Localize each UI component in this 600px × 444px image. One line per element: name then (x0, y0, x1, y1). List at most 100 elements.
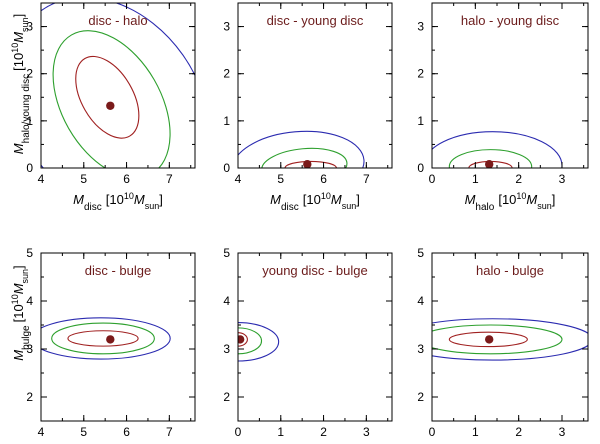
row1-y-axis-label: Mhalo/young disc[1010Msun] (10, 14, 32, 154)
y2-symbol: M (11, 350, 26, 361)
y-tick-label: 5 (223, 246, 230, 260)
y-tick-label: 2 (26, 67, 33, 81)
y2-unit-m: M (11, 283, 26, 294)
y-tick-label: 2 (417, 390, 424, 404)
inner-contour (67, 330, 139, 347)
y-tick-label: 3 (223, 342, 230, 356)
x-tick-label: 4 (38, 425, 45, 439)
inner-contour (448, 331, 528, 348)
x-tick-label: 4 (38, 172, 45, 186)
y2-unit-close: ] (11, 265, 26, 269)
y1-unit-open: [10 (11, 53, 26, 71)
panel-3: 0 1 2 3 0 1 2 3 halo - young disc Mhalo [1010Msun] (417, 2, 589, 213)
x-tick-label: 0 (429, 172, 436, 186)
y1-unit-exp: 10 (10, 43, 20, 53)
plot-frame (40, 252, 196, 422)
x-axis-label: Mdisc [1010Msun] (270, 191, 360, 213)
outer-contour (432, 318, 588, 361)
x-tick-label: 7 (166, 425, 173, 439)
x-tick-label: 1 (277, 425, 284, 439)
inner-contour (75, 55, 140, 139)
x-tick-label: 2 (320, 425, 327, 439)
x-tick-label: 1 (472, 425, 479, 439)
x-tick-label: 2 (515, 425, 522, 439)
x-tick-label: 7 (166, 172, 173, 186)
x-axis-label: Mhalo [1010Msun] (465, 191, 556, 213)
plot-frame (40, 2, 196, 169)
middle-contour (52, 30, 171, 168)
y2-subscript: bulge (21, 325, 32, 350)
x-tick-label: 6 (123, 172, 130, 186)
y-tick-label: 1 (223, 114, 230, 128)
y2-unit-exp: 10 (10, 294, 20, 304)
best-fit-point (485, 160, 494, 168)
plot-frame (237, 2, 393, 169)
y1-unit-m: M (11, 32, 26, 43)
best-fit-point (106, 335, 115, 344)
y-tick-label: 0 (223, 161, 230, 175)
y-tick-label: 3 (223, 20, 230, 34)
x-tick-label: 6 (320, 172, 327, 186)
y1-unit-sub: sun (20, 17, 30, 32)
y-tick-label: 4 (223, 294, 230, 308)
y-tick-label: 1 (26, 114, 33, 128)
middle-contour (448, 149, 533, 168)
x-tick-label: 1 (472, 172, 479, 186)
best-fit-point (485, 335, 494, 344)
x-axis-label: Mdisc [1010Msun] (73, 191, 163, 213)
panel-title: halo - young disc (461, 13, 560, 28)
best-fit-point (303, 160, 312, 168)
y-tick-label: 4 (26, 294, 33, 308)
x-tick-label: 6 (123, 425, 130, 439)
x-tick-label: 5 (80, 425, 87, 439)
middle-contour (51, 322, 155, 355)
x-tick-label: 3 (559, 172, 566, 186)
middle-contour (432, 324, 563, 355)
y-tick-label: 3 (417, 20, 424, 34)
panel-title: disc - bulge (85, 263, 151, 278)
plot-frame (431, 2, 589, 169)
x-tick-label: 0 (235, 425, 242, 439)
x-tick-label: 7 (363, 172, 370, 186)
y1-unit-close: ] (11, 14, 26, 18)
y-tick-label: 0 (26, 161, 33, 175)
x-tick-label: 3 (363, 425, 370, 439)
y-tick-label: 5 (417, 246, 424, 260)
svg-text:Mhalo/young disc[1010Msun]: Mhalo/young disc[1010Msun] (10, 14, 32, 154)
x-tick-label: 4 (235, 172, 242, 186)
y-tick-label: 2 (26, 390, 33, 404)
y2-unit-open: [10 (11, 304, 26, 322)
middle-contour (261, 147, 348, 168)
x-tick-label: 2 (515, 172, 522, 186)
y-tick-label: 1 (417, 114, 424, 128)
y-tick-label: 3 (417, 342, 424, 356)
plot-frame (237, 252, 393, 422)
contours (432, 318, 588, 361)
x-tick-label: 5 (80, 172, 87, 186)
y-tick-label: 5 (26, 246, 33, 260)
x-tick-label: 0 (429, 425, 436, 439)
y1-subscript: halo/young disc (21, 74, 32, 144)
contours (41, 317, 171, 360)
y-tick-label: 2 (223, 390, 230, 404)
outer-contour (41, 3, 195, 168)
panel-title: halo - bulge (476, 263, 544, 278)
x-tick-label: 5 (277, 172, 284, 186)
contours (238, 130, 365, 168)
svg-text:Mbulge[1010Msun]: Mbulge[1010Msun] (10, 265, 32, 360)
outer-contour (238, 130, 365, 168)
y-tick-label: 2 (417, 67, 424, 81)
panel-1: 4 5 6 7 0 1 2 3 disc - halo Mdisc [1010Msun] (26, 2, 196, 213)
best-fit-point (238, 335, 245, 344)
inner-contour (238, 332, 248, 347)
y1-symbol: M (11, 143, 26, 154)
x-tick-label: 3 (559, 425, 566, 439)
y-tick-label: 3 (26, 342, 33, 356)
plot-frame (431, 252, 589, 422)
panel-title: young disc - bulge (262, 263, 368, 278)
y-tick-label: 2 (223, 67, 230, 81)
